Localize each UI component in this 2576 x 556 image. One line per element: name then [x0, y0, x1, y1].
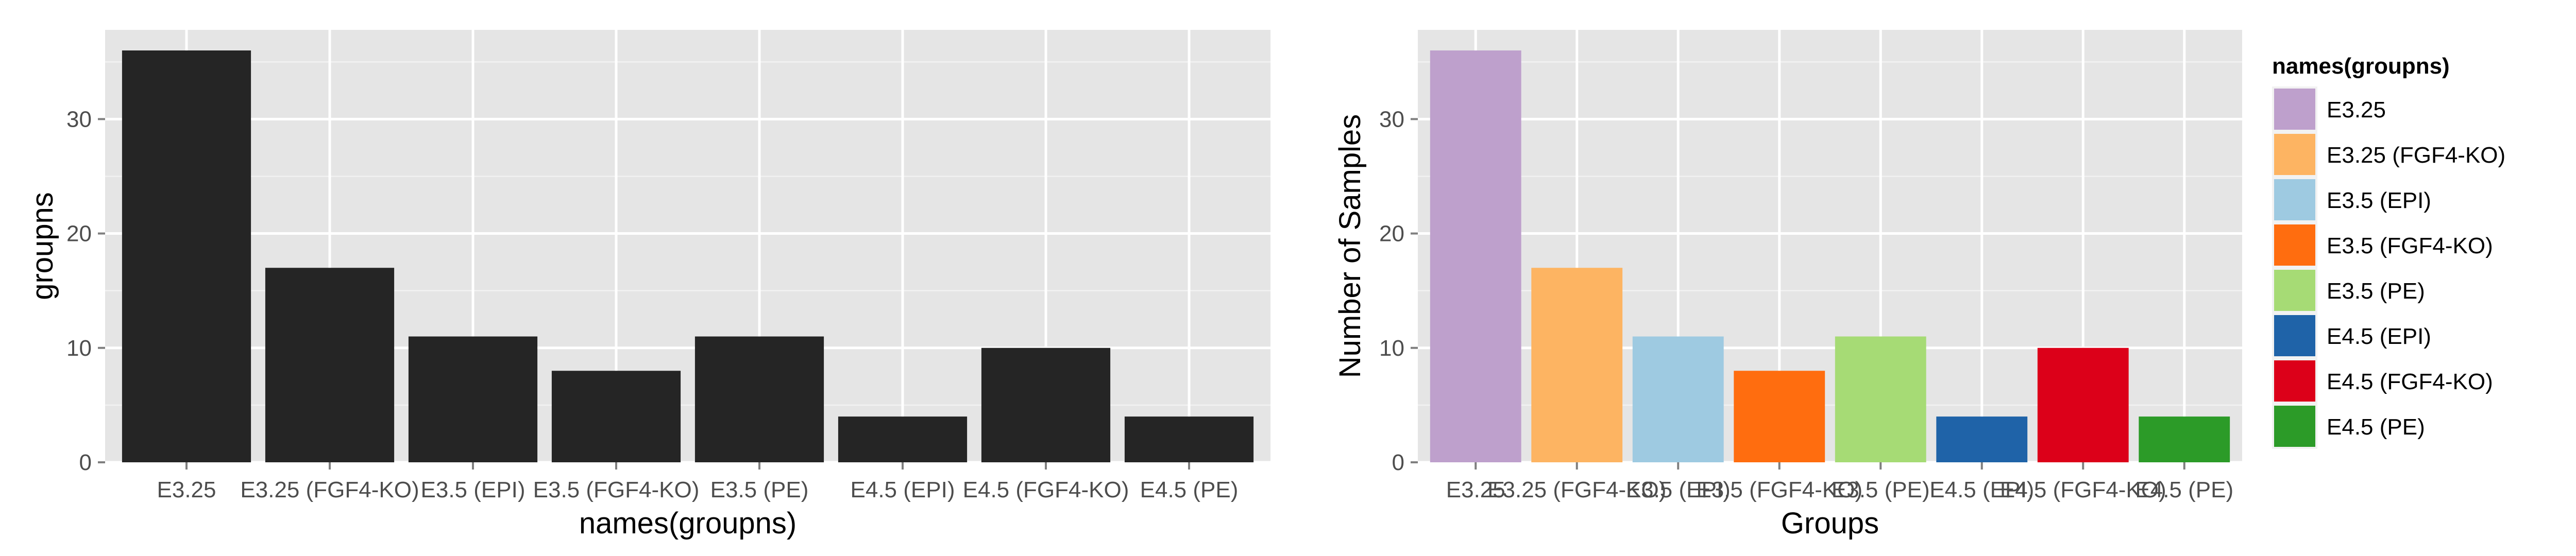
left-bar [838, 416, 968, 462]
left-bar [1124, 416, 1254, 462]
left-bar [694, 336, 824, 462]
left-x-tick-label: E4.5 (FGF4-KO) [963, 477, 1129, 502]
legend-label: E4.5 (EPI) [2327, 324, 2431, 349]
legend: names(groupns) E3.25 E3.25 (FGF4-KO) E3.5 … [2272, 54, 2505, 449]
legend-swatch [2274, 315, 2315, 356]
left-x-tick-label: E3.25 (FGF4-KO) [240, 477, 419, 502]
left-bar [122, 50, 251, 462]
legend-swatch [2274, 270, 2315, 311]
right-x-tick-label: E3.5 (FGF4-KO) [1696, 477, 1862, 502]
right-y-axis-title: Number of Samples [1333, 114, 1367, 378]
left-bar [408, 336, 538, 462]
right-bar [1632, 336, 1724, 462]
left-y-tick-label: 20 [66, 221, 92, 247]
right-x-tick-label: E3.25 (FGF4-KO) [1487, 477, 1666, 502]
legend-title: names(groupns) [2272, 54, 2450, 79]
legend-swatch [2274, 360, 2315, 402]
right-x-tick-label: E3.25 [1446, 477, 1505, 502]
right-y-tick-label: 30 [1379, 107, 1404, 132]
right-bar [1531, 268, 1623, 462]
legend-label: E3.25 [2327, 97, 2386, 123]
right-bars [1430, 50, 2230, 462]
left-bars [122, 50, 1254, 462]
right-x-tick-label: E3.5 (EPI) [1626, 477, 1731, 502]
left-x-axis-ticks: E3.25 E3.25 (FGF4-KO) E3.5 (EPI) E3.5 (FGF4… [157, 462, 1239, 502]
right-bar [1734, 371, 1825, 462]
legend-label: E4.5 (FGF4-KO) [2327, 369, 2493, 394]
legend-swatch [2274, 406, 2315, 447]
legend-swatch [2274, 179, 2315, 220]
left-x-tick-label: E4.5 (PE) [1140, 477, 1239, 502]
legend-label: E3.25 (FGF4-KO) [2327, 143, 2505, 168]
right-bar [1936, 416, 2028, 462]
legend-label: E3.5 (PE) [2327, 279, 2425, 304]
right-bar [2139, 416, 2230, 462]
left-x-tick-label: E4.5 (EPI) [851, 477, 955, 502]
legend-items: E3.25 E3.25 (FGF4-KO) E3.5 (EPI) E3.5 (FGF4… [2272, 86, 2505, 449]
right-bar [2037, 348, 2129, 462]
legend-label: E4.5 (PE) [2327, 414, 2425, 440]
legend-label: E3.5 (EPI) [2327, 188, 2431, 213]
right-x-axis-title: Groups [1781, 507, 1879, 540]
right-y-tick-label: 0 [1392, 450, 1404, 475]
right-x-tick-label: E3.5 (PE) [1832, 477, 1930, 502]
right-x-tick-label: E4.5 (EPI) [1929, 477, 2034, 502]
right-x-tick-label: E4.5 (FGF4-KO) [2000, 477, 2166, 502]
legend-swatch [2274, 224, 2315, 266]
legend-swatch [2274, 134, 2315, 175]
left-y-axis-title: groupns [26, 192, 59, 300]
legend-swatch [2274, 89, 2315, 130]
right-bar [1430, 50, 1521, 462]
left-x-tick-label: E3.5 (PE) [710, 477, 809, 502]
legend-label: E3.5 (FGF4-KO) [2327, 233, 2493, 258]
right-y-tick-label: 20 [1379, 221, 1404, 247]
left-x-tick-label: E3.5 (FGF4-KO) [533, 477, 700, 502]
right-y-axis-ticks: 0 10 20 30 [1379, 107, 1418, 475]
right-y-tick-label: 10 [1379, 336, 1404, 361]
right-bar [1835, 336, 1926, 462]
left-y-tick-label: 30 [66, 107, 92, 132]
left-x-tick-label: E3.5 (EPI) [421, 477, 526, 502]
left-bar [265, 268, 395, 462]
left-bar [981, 348, 1111, 462]
left-x-axis-title: names(groupns) [579, 507, 796, 540]
left-y-tick-label: 10 [66, 336, 92, 361]
right-x-tick-label: E4.5 (PE) [2135, 477, 2233, 502]
left-x-tick-label: E3.25 [157, 477, 216, 502]
left-y-axis-ticks: 0 10 20 30 [66, 107, 105, 475]
left-bar [551, 371, 681, 462]
left-y-tick-label: 0 [79, 450, 92, 475]
